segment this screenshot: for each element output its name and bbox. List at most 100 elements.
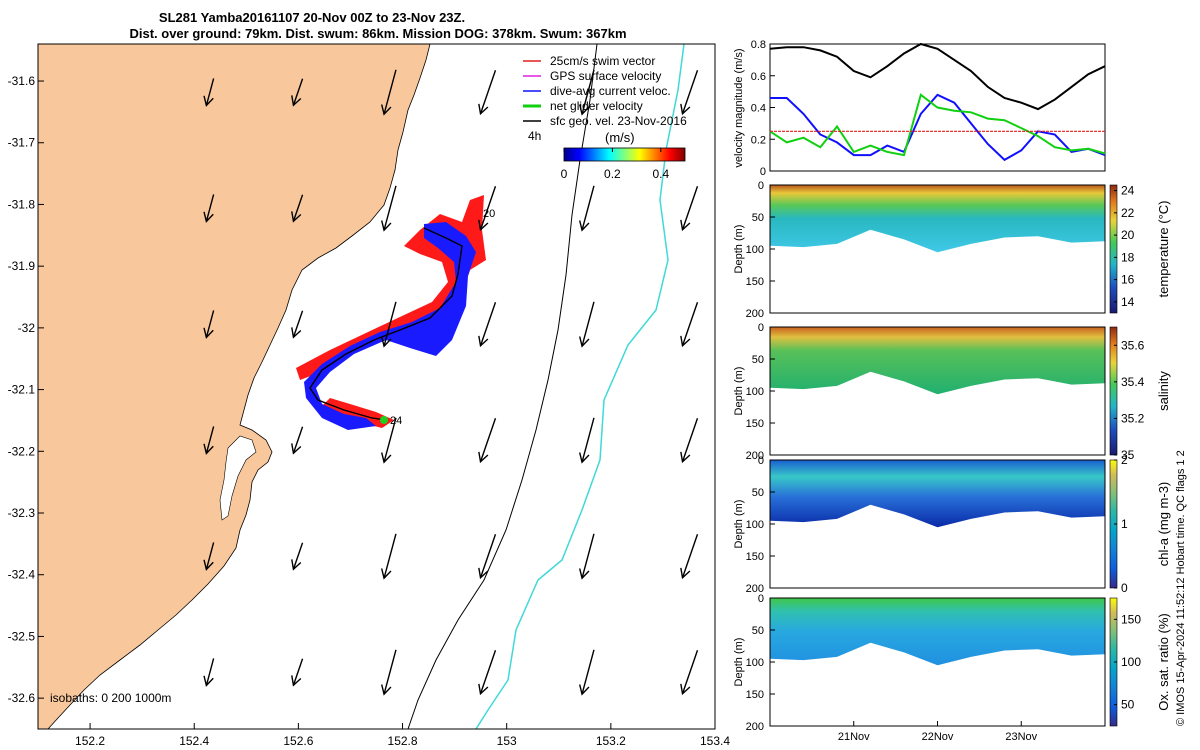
section-data-fill xyxy=(770,327,1105,395)
geo-velocity-arrow xyxy=(381,533,397,580)
section-ylabel: Depth (m) xyxy=(733,367,745,416)
map-y-tick-label: -32 xyxy=(18,321,36,335)
section-y-tick-label: 100 xyxy=(746,657,764,669)
section-colorbar-tick-label: 16 xyxy=(1121,273,1135,287)
section-colorbar-tick-label: 0 xyxy=(1121,581,1128,595)
geo-velocity-arrow xyxy=(478,302,497,348)
section-colorbar-tick-label: 2 xyxy=(1121,453,1128,467)
speed-colorbar-title: (m/s) xyxy=(605,130,635,145)
geo-velocity-arrow xyxy=(381,69,397,116)
velocity-y-tick-label: 0.2 xyxy=(751,134,766,146)
legend-label: dive-avg current veloc. xyxy=(550,84,671,98)
geo-velocity-arrow xyxy=(579,649,595,696)
glider-end-marker xyxy=(380,416,388,424)
map-y-tick-label: -32.6 xyxy=(8,691,36,705)
credit-text: © IMOS 15-Apr-2024 11:52:12 Hobart time.… xyxy=(1175,450,1187,726)
section-y-tick-label: 150 xyxy=(746,418,764,430)
velocity-y-tick-label: 0 xyxy=(760,166,766,178)
section-ylabel: Depth (m) xyxy=(733,225,745,274)
section-colorbar-tick-label: 1 xyxy=(1121,517,1128,531)
section-colorbar-tick-label: 35.6 xyxy=(1121,338,1145,352)
geo-velocity-arrow xyxy=(203,194,215,223)
section-y-tick-label: 50 xyxy=(752,625,764,637)
geo-velocity-arrow xyxy=(680,302,699,348)
geo-velocity-arrow xyxy=(291,78,304,107)
map-x-tick-label: 152.2 xyxy=(75,734,105,748)
track-label-start: 20 xyxy=(483,208,495,220)
geo-velocity-arrow xyxy=(478,534,497,580)
map-x-tick-label: 152.8 xyxy=(388,734,418,748)
section-y-tick-label: 200 xyxy=(746,450,764,462)
velocity-series-line xyxy=(769,93,1106,157)
section-y-tick-label: 150 xyxy=(746,276,764,288)
map-x-tick-label: 152.4 xyxy=(179,734,209,748)
section-panel: 0 50 100 150 200 Depth (m) 35 35.2 35.4 35.6 salin… xyxy=(733,322,1171,462)
section-x-tick-label: 22Nov xyxy=(922,731,954,743)
geo-velocity-arrow xyxy=(381,301,397,348)
land-mass xyxy=(38,44,431,729)
colorbar-tick-label: 0.4 xyxy=(652,167,669,181)
geo-velocity-arrow xyxy=(579,417,595,464)
map-x-tick-label: 153 xyxy=(497,734,517,748)
legend-label: sfc geo. vel. 23-Nov-2016 xyxy=(550,114,687,128)
section-variable-label: temperature (°C) xyxy=(1156,201,1171,298)
speed-colorbar-gradient xyxy=(563,147,686,162)
geostrophic-arrows xyxy=(203,69,699,696)
velocity-series xyxy=(769,42,1106,162)
map-y-tick-label: -31.6 xyxy=(8,74,36,88)
velocity-y-ticks: 0 0.2 0.4 0.6 0.8 xyxy=(751,39,775,178)
geo-velocity-arrow xyxy=(381,417,397,464)
map-x-tick-label: 153.2 xyxy=(596,734,626,748)
velocity-ylabel: velocity magnitude (m/s) xyxy=(733,48,745,167)
geo-velocity-arrow xyxy=(291,310,304,339)
section-colorbar-tick-label: 20 xyxy=(1121,228,1135,242)
section-y-tick-label: 0 xyxy=(758,180,764,192)
geo-velocity-arrow xyxy=(203,78,215,107)
section-x-tick-label: 21Nov xyxy=(838,731,870,743)
section-colorbar-tick-label: 100 xyxy=(1121,655,1141,669)
figure-title-line2: Dist. over ground: 79km. Dist. swum: 86k… xyxy=(129,26,626,41)
section-y-tick-label: 0 xyxy=(758,455,764,467)
section-colorbar-tick-label: 50 xyxy=(1121,698,1135,712)
map-y-ticks: -31.6 -31.7 -31.8 -31.9 -32 -32.1 -32.2 -32.3 -3… xyxy=(8,74,44,705)
section-y-tick-label: 50 xyxy=(752,354,764,366)
geo-velocity-arrow xyxy=(478,418,497,464)
section-x-tick-label: 23Nov xyxy=(1005,731,1037,743)
section-colorbar-tick-label: 14 xyxy=(1121,295,1135,309)
velocity-panel: 0 0.2 0.4 0.6 0.8 velocity magnitude (m/s) xyxy=(733,39,1106,178)
track-label-end: 24 xyxy=(390,415,402,427)
isobath-200m xyxy=(407,44,598,729)
map-x-tick-label: 152.6 xyxy=(283,734,313,748)
section-panel: 0 50 100 150 200 Depth (m) 14 16 18 20 22 24 tempera… xyxy=(733,180,1171,320)
figure-title-line1: SL281 Yamba20161107 20-Nov 00Z to 23-Nov… xyxy=(159,10,465,25)
map-y-tick-label: -31.9 xyxy=(8,259,36,273)
glider-track-blue xyxy=(304,222,476,430)
section-ylabel: Depth (m) xyxy=(733,500,745,549)
section-y-tick-label: 100 xyxy=(746,519,764,531)
section-colorbar xyxy=(1109,326,1118,456)
section-y-tick-label: 0 xyxy=(758,593,764,605)
velocity-y-tick-label: 0.6 xyxy=(751,71,766,83)
section-colorbar-tick-label: 150 xyxy=(1121,612,1141,626)
map-y-tick-label: -32.3 xyxy=(8,506,36,520)
geo-velocity-arrow xyxy=(579,185,595,232)
map-y-tick-label: -32.5 xyxy=(8,629,36,643)
map-y-tick-label: -32.2 xyxy=(8,444,36,458)
speed-colorbar-interval: 4h xyxy=(528,129,541,143)
geo-velocity-arrow xyxy=(478,186,497,232)
geo-velocity-arrow xyxy=(579,301,595,348)
section-y-tick-label: 50 xyxy=(752,212,764,224)
geo-velocity-arrow xyxy=(291,542,304,571)
section-y-tick-label: 0 xyxy=(758,322,764,334)
map-y-tick-label: -31.7 xyxy=(8,136,36,150)
section-colorbar-tick-label: 18 xyxy=(1121,250,1135,264)
section-data-fill xyxy=(770,598,1105,666)
geo-velocity-arrow xyxy=(203,542,215,571)
speed-colorbar: (m/s) 4h 0 0.2 0.4 xyxy=(528,129,686,181)
section-y-tick-label: 150 xyxy=(746,689,764,701)
isobath-1000m xyxy=(475,44,685,729)
map-y-tick-label: -31.8 xyxy=(8,197,36,211)
geo-velocity-arrow xyxy=(291,426,304,455)
section-variable-label: Ox. sat. ratio (%) xyxy=(1156,613,1171,711)
